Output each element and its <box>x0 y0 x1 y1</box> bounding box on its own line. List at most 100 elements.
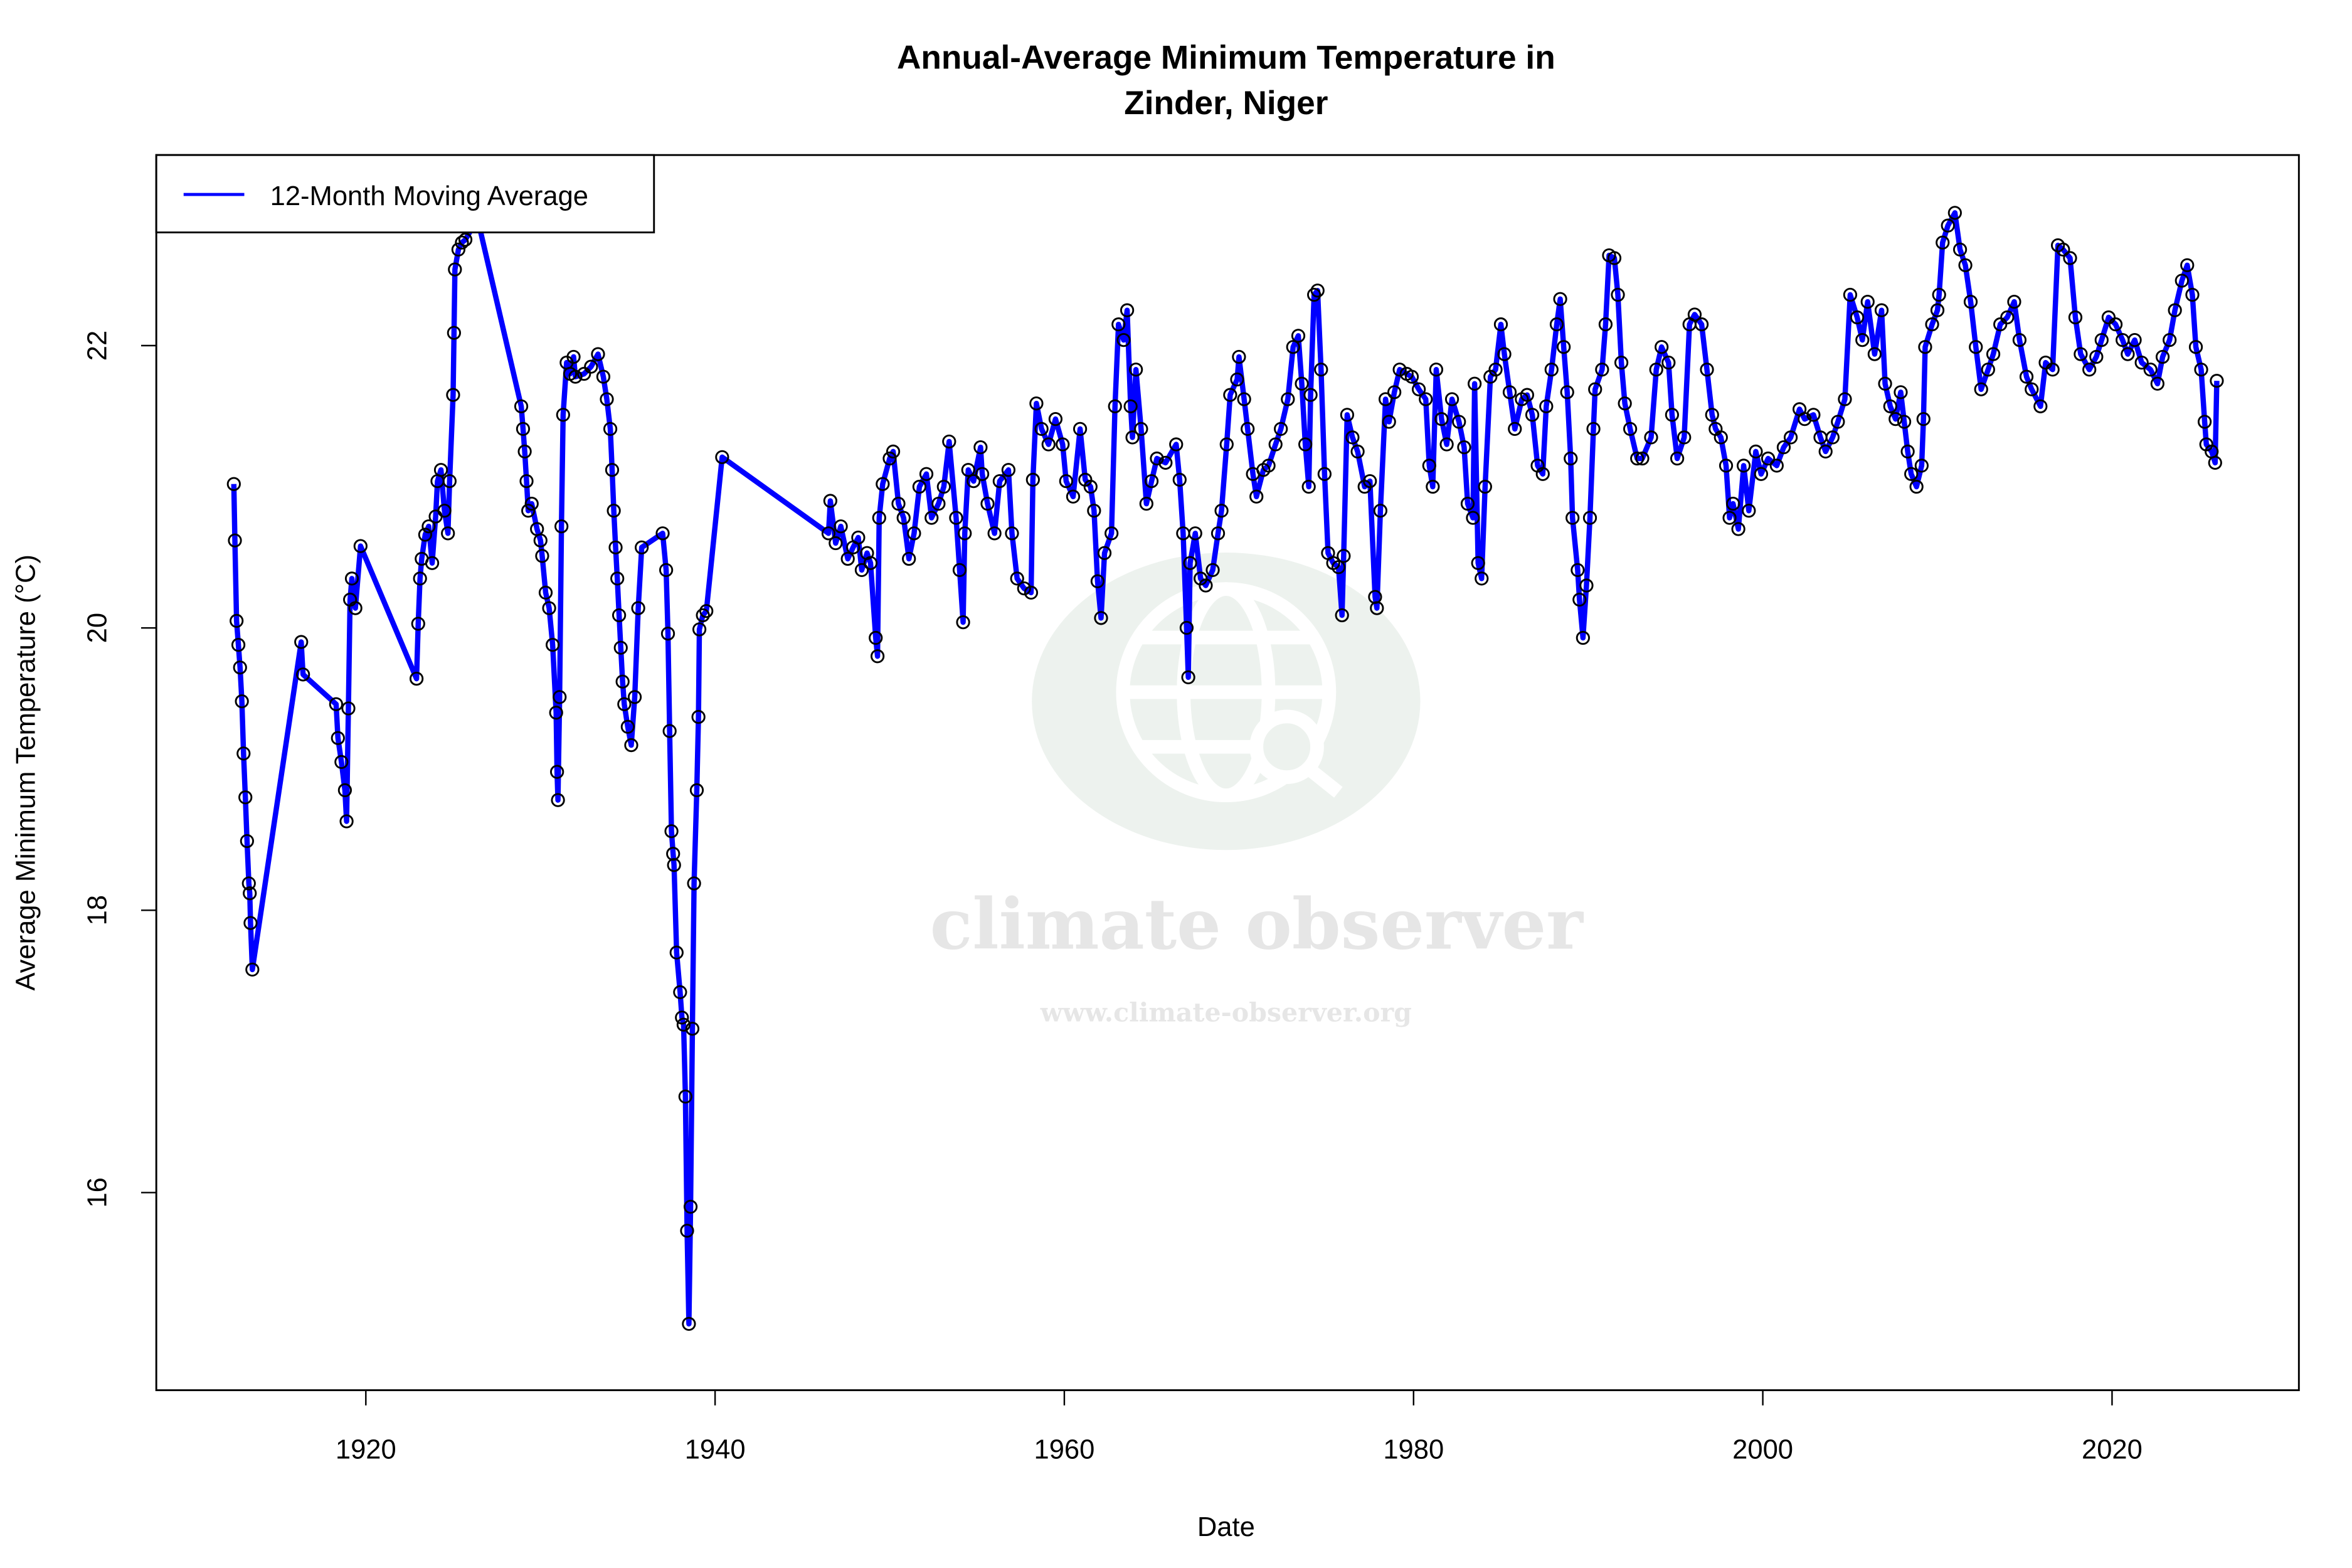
data-point <box>676 1017 691 1032</box>
data-point <box>1460 497 1475 511</box>
data-point <box>886 444 901 459</box>
data-point <box>243 886 257 901</box>
data-point <box>584 359 598 374</box>
data-point <box>1291 329 1306 343</box>
data-point <box>2163 332 2177 347</box>
data-point <box>1301 479 1316 494</box>
data-point <box>689 783 704 798</box>
data-point <box>1422 458 1436 473</box>
data-point <box>1838 392 1852 406</box>
data-point <box>2188 340 2203 354</box>
data-point <box>1116 332 1131 347</box>
data-point <box>1090 574 1105 588</box>
data-point <box>872 511 886 525</box>
data-point <box>600 392 614 406</box>
data-point <box>1345 430 1360 445</box>
data-point <box>1635 451 1650 466</box>
data-point <box>967 474 981 489</box>
data-point <box>2056 242 2070 257</box>
watermark-name: climate observer <box>930 884 1584 966</box>
data-point <box>1488 363 1503 377</box>
data-point <box>891 497 906 511</box>
data-point <box>2210 374 2224 388</box>
y-tick-label: 20 <box>82 613 112 643</box>
data-point <box>605 463 620 477</box>
data-point <box>2208 455 2222 470</box>
data-point <box>902 551 916 566</box>
data-point <box>699 604 714 618</box>
data-point <box>1444 392 1459 406</box>
data-point <box>613 640 628 655</box>
data-point <box>568 369 583 384</box>
data-point <box>1867 347 1882 361</box>
data-point <box>1181 670 1195 685</box>
data-point <box>617 697 632 711</box>
data-point <box>341 701 356 716</box>
data-point <box>1169 437 1184 452</box>
data-point <box>230 613 244 628</box>
data-point <box>1172 472 1187 487</box>
data-point <box>228 533 242 548</box>
data-point <box>1392 363 1407 377</box>
legend-entry: 12-Month Moving Average <box>270 181 588 211</box>
data-point <box>1930 303 1945 317</box>
data-point <box>1941 218 1955 233</box>
data-point <box>1337 549 1351 563</box>
data-point <box>1111 317 1126 332</box>
data-point <box>337 783 352 798</box>
data-point <box>1665 408 1680 422</box>
data-point <box>1560 385 1574 400</box>
data-point <box>958 526 972 541</box>
data-point <box>1595 363 1609 377</box>
data-point <box>1900 444 1915 459</box>
data-point <box>660 627 675 641</box>
data-point <box>1041 437 1056 452</box>
data-point <box>1974 382 1988 396</box>
data-point <box>2025 382 2039 396</box>
data-point <box>451 242 466 257</box>
data-point <box>715 450 729 465</box>
data-point <box>2155 349 2170 364</box>
data-point <box>687 876 701 891</box>
watermark-url: www.climate-observer.org <box>1040 997 1412 1028</box>
data-point <box>1466 511 1480 525</box>
data-point <box>1694 317 1709 332</box>
data-point <box>1073 421 1088 436</box>
data-point <box>233 660 247 675</box>
data-point <box>1237 392 1251 406</box>
data-point <box>1404 369 1419 384</box>
data-point <box>411 617 425 631</box>
data-point <box>1925 317 1939 332</box>
data-point <box>1108 399 1122 413</box>
data-point <box>1382 415 1396 429</box>
data-point <box>1429 363 1444 377</box>
data-point <box>231 638 246 652</box>
data-point <box>1557 340 1571 354</box>
data-point <box>1158 455 1173 470</box>
x-tick-label: 1980 <box>1383 1434 1444 1465</box>
data-point <box>296 667 310 682</box>
data-point <box>1687 307 1702 322</box>
data-point <box>1104 526 1119 541</box>
data-point <box>524 497 539 511</box>
data-point <box>1317 467 1332 481</box>
data-point <box>1818 444 1833 459</box>
data-point <box>2121 347 2135 361</box>
data-point <box>683 1199 698 1214</box>
data-point <box>294 635 309 649</box>
data-point <box>992 474 1007 489</box>
data-point <box>241 876 256 891</box>
data-point <box>851 530 866 545</box>
data-point <box>1056 437 1070 452</box>
data-point <box>1307 287 1322 302</box>
data-point <box>243 916 258 930</box>
y-tick-label: 22 <box>82 331 112 361</box>
data-point <box>2068 310 2083 325</box>
data-point <box>696 608 710 623</box>
chart-title-line-2: Zinder, Niger <box>1124 85 1328 122</box>
data-point <box>620 719 635 734</box>
data-point <box>1434 412 1449 426</box>
data-point <box>421 519 436 534</box>
data-point <box>348 601 363 615</box>
data-point <box>961 463 975 477</box>
